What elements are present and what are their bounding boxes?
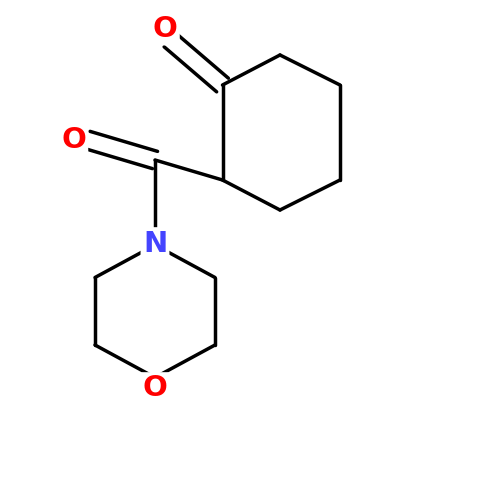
Text: N: N [143, 230, 167, 258]
Text: O: O [152, 15, 178, 43]
Text: O: O [61, 126, 86, 154]
Text: O: O [142, 374, 168, 402]
